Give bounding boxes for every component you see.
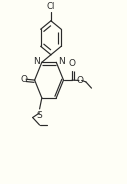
Text: Cl: Cl [47, 2, 55, 11]
Text: N: N [58, 57, 65, 66]
Text: N: N [34, 57, 40, 66]
Text: O: O [77, 76, 84, 85]
Text: S: S [36, 112, 42, 121]
Text: O: O [69, 59, 76, 68]
Text: O: O [21, 75, 28, 84]
